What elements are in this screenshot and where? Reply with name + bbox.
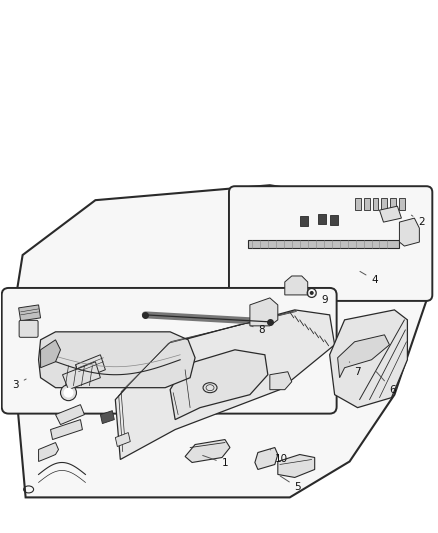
Text: 5: 5 [280, 476, 301, 492]
Bar [330, 215, 338, 225]
Polygon shape [248, 240, 399, 248]
Bar [318, 214, 326, 224]
Text: 4: 4 [360, 271, 378, 285]
FancyBboxPatch shape [19, 320, 38, 337]
Polygon shape [39, 332, 195, 387]
Text: 3: 3 [12, 379, 26, 390]
Polygon shape [379, 206, 401, 222]
FancyBboxPatch shape [2, 288, 337, 414]
Polygon shape [75, 355, 106, 379]
Text: 6: 6 [376, 372, 396, 394]
Polygon shape [330, 310, 407, 408]
Polygon shape [250, 298, 278, 326]
Polygon shape [399, 218, 419, 246]
Text: 10: 10 [270, 449, 288, 464]
Polygon shape [19, 305, 41, 321]
Polygon shape [50, 419, 82, 440]
Polygon shape [278, 455, 314, 478]
Polygon shape [285, 276, 308, 295]
FancyBboxPatch shape [229, 186, 432, 301]
Bar [300, 216, 308, 226]
Circle shape [64, 387, 74, 398]
Polygon shape [115, 310, 335, 459]
Bar [390, 198, 396, 210]
Bar [355, 198, 360, 210]
Polygon shape [39, 442, 59, 462]
Polygon shape [41, 340, 60, 368]
Polygon shape [100, 410, 114, 424]
Polygon shape [170, 350, 268, 419]
Bar [399, 198, 406, 210]
Polygon shape [56, 405, 85, 425]
Bar [381, 198, 388, 210]
Polygon shape [338, 335, 389, 378]
Polygon shape [115, 433, 130, 447]
Text: 8: 8 [251, 325, 265, 335]
Polygon shape [270, 372, 292, 390]
Text: 2: 2 [411, 215, 425, 227]
Text: 9: 9 [315, 294, 328, 305]
Text: 7: 7 [350, 362, 361, 377]
Polygon shape [185, 440, 230, 463]
Bar [364, 198, 370, 210]
Polygon shape [255, 448, 278, 470]
Circle shape [310, 291, 314, 295]
Circle shape [60, 385, 77, 401]
Polygon shape [11, 185, 427, 497]
Bar [372, 198, 378, 210]
Text: 1: 1 [203, 456, 228, 469]
Polygon shape [63, 362, 100, 390]
